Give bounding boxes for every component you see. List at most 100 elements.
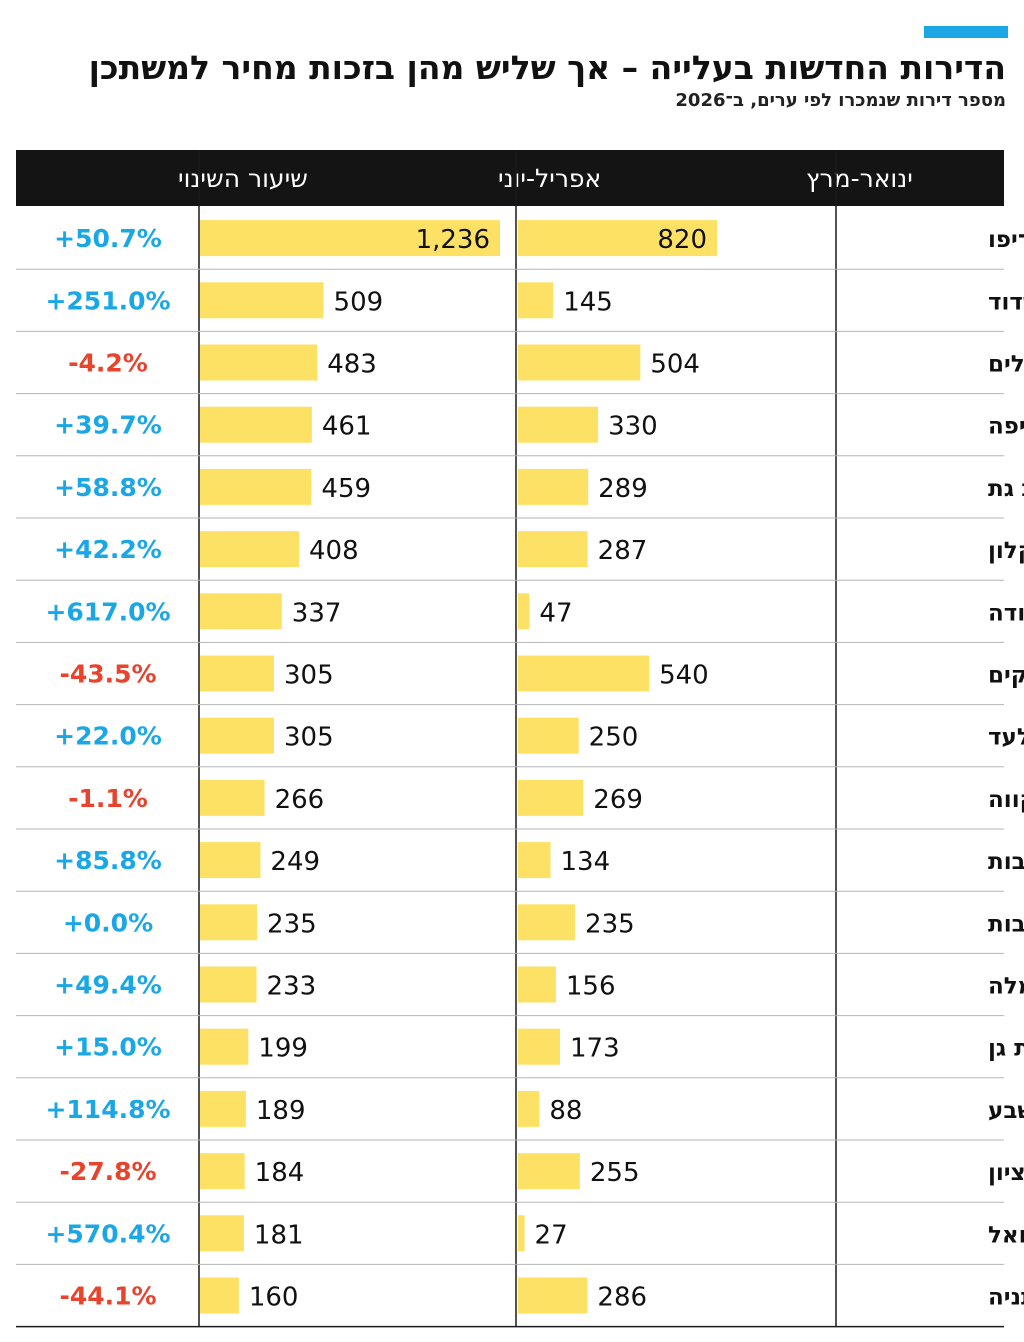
change-label: -43.5% bbox=[59, 660, 156, 689]
value-label-q2: 305 bbox=[284, 661, 334, 691]
chart-subtitle: מספר דירות שנמכרו לפי ערים, ב־2026 bbox=[675, 90, 1006, 111]
value-label-q2: 189 bbox=[256, 1096, 306, 1126]
city-label: אשקלון bbox=[988, 538, 1024, 564]
bar-q2 bbox=[200, 1090, 246, 1127]
change-label: +15.0% bbox=[54, 1033, 162, 1062]
bar-q2 bbox=[200, 1277, 239, 1314]
bar-q1 bbox=[518, 779, 584, 816]
value-label-q2: 305 bbox=[284, 723, 334, 753]
city-label: קריית גת bbox=[988, 476, 1024, 502]
value-label-q1: 504 bbox=[650, 350, 700, 380]
value-label-q1: 286 bbox=[597, 1283, 647, 1313]
change-label: +39.7% bbox=[54, 411, 162, 440]
bar-q1 bbox=[518, 1153, 580, 1190]
city-label: אופקים bbox=[988, 663, 1024, 689]
change-label: +114.8% bbox=[45, 1095, 170, 1124]
bar-q1 bbox=[518, 282, 554, 319]
change-label: -1.1% bbox=[68, 784, 148, 813]
city-label: רמת גן bbox=[988, 1036, 1024, 1062]
header-q1: ינואר-מרץ bbox=[806, 164, 913, 193]
bar-q1 bbox=[518, 842, 551, 879]
change-label: +617.0% bbox=[45, 597, 170, 626]
bar-q2 bbox=[200, 1215, 244, 1252]
value-label-q2: 459 bbox=[321, 474, 371, 504]
bar-q1 bbox=[518, 1215, 525, 1252]
change-label: +49.4% bbox=[54, 971, 162, 1000]
value-label-q1: 145 bbox=[563, 287, 613, 317]
value-label-q2: 266 bbox=[275, 785, 325, 815]
city-label: נתיבות bbox=[988, 911, 1024, 937]
bar-q1 bbox=[518, 344, 641, 381]
value-label-q2: 181 bbox=[254, 1220, 304, 1250]
value-label-q1: 173 bbox=[570, 1034, 620, 1064]
bar-q2 bbox=[200, 531, 300, 568]
change-label: +22.0% bbox=[54, 722, 162, 751]
value-label-q1: 250 bbox=[589, 723, 639, 753]
change-label: -27.8% bbox=[59, 1157, 156, 1186]
bar-q2 bbox=[200, 842, 261, 879]
city-label: אשדוד bbox=[988, 289, 1024, 315]
value-label-q1: 88 bbox=[549, 1096, 582, 1126]
bar-q1 bbox=[518, 655, 650, 692]
city-label: ירושלים bbox=[988, 352, 1024, 378]
header-q2: אפריל-יוני bbox=[498, 164, 601, 193]
value-label-q1: 540 bbox=[659, 661, 709, 691]
city-label: ראשון לציון bbox=[988, 1160, 1024, 1186]
chart-title: הדירות החדשות בעלייה – אך שליש מהן בזכות… bbox=[88, 48, 1006, 87]
change-label: +570.4% bbox=[45, 1219, 170, 1248]
value-label-q2: 160 bbox=[249, 1283, 299, 1313]
bar-q2 bbox=[200, 655, 275, 692]
city-label: אור יהודה bbox=[988, 600, 1024, 626]
bar-q2 bbox=[200, 220, 500, 257]
value-label-q1: 330 bbox=[608, 412, 658, 442]
value-label-q1: 27 bbox=[535, 1220, 568, 1250]
value-label-q2: 337 bbox=[292, 598, 342, 628]
bar-q1 bbox=[518, 966, 556, 1003]
bar-q2 bbox=[200, 468, 312, 505]
value-label-q2: 233 bbox=[267, 972, 317, 1002]
value-label-q1: 820 bbox=[657, 225, 707, 255]
value-label-q1: 134 bbox=[561, 847, 611, 877]
city-label: אלעד bbox=[988, 725, 1024, 751]
value-label-q2: 408 bbox=[309, 536, 359, 566]
change-label: +0.0% bbox=[63, 908, 153, 937]
bar-q2 bbox=[200, 717, 275, 754]
city-label: באר שבע bbox=[988, 1098, 1024, 1124]
bar-q2 bbox=[200, 344, 318, 381]
value-label-q2: 199 bbox=[258, 1034, 308, 1064]
bar-q1 bbox=[518, 1277, 588, 1314]
city-label: נתניה bbox=[988, 1285, 1024, 1311]
city-label: פתח תקווה bbox=[988, 787, 1024, 813]
bar-q2 bbox=[200, 779, 265, 816]
bar-q1 bbox=[518, 1090, 540, 1127]
header-change: שיעור השינוי bbox=[178, 164, 308, 193]
value-label-q2: 461 bbox=[322, 412, 372, 442]
value-label-q2: 509 bbox=[334, 287, 384, 317]
bar-q1 bbox=[518, 406, 599, 443]
value-label-q1: 235 bbox=[585, 909, 635, 939]
bar-q1 bbox=[518, 531, 588, 568]
change-label: +42.2% bbox=[54, 535, 162, 564]
header-row bbox=[16, 150, 1004, 206]
change-label: +50.7% bbox=[54, 224, 162, 253]
value-label-q1: 287 bbox=[598, 536, 648, 566]
bar-q2 bbox=[200, 282, 324, 319]
bar-q1 bbox=[518, 468, 589, 505]
value-label-q1: 289 bbox=[598, 474, 648, 504]
change-label: +251.0% bbox=[45, 286, 170, 315]
value-label-q2: 483 bbox=[327, 350, 377, 380]
bar-q2 bbox=[200, 904, 258, 941]
value-label-q1: 255 bbox=[590, 1158, 640, 1188]
value-label-q2: 249 bbox=[270, 847, 320, 877]
bar-q2 bbox=[200, 406, 312, 443]
bar-q2 bbox=[200, 1153, 245, 1190]
bar-q1 bbox=[518, 220, 718, 257]
change-label: +58.8% bbox=[54, 473, 162, 502]
bar-q2 bbox=[200, 966, 257, 1003]
value-label-q1: 156 bbox=[566, 972, 616, 1002]
city-label: רחובות bbox=[988, 849, 1024, 875]
bar-q1 bbox=[518, 593, 530, 630]
bar-q2 bbox=[200, 593, 282, 630]
change-label: -4.2% bbox=[68, 349, 148, 378]
